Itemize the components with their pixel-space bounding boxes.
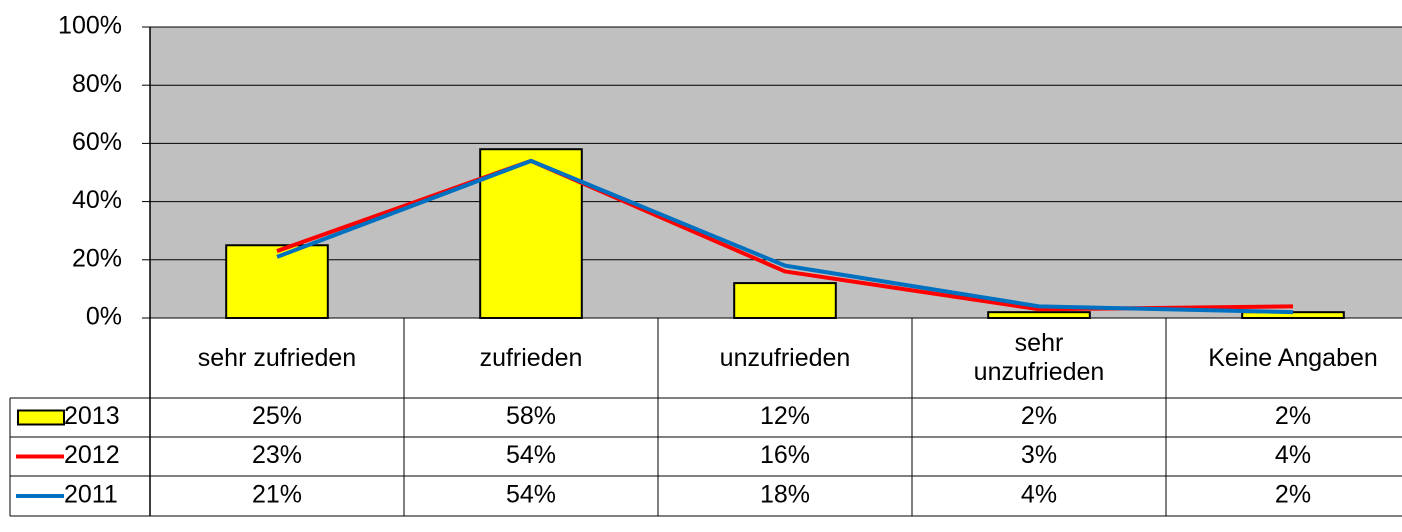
- y-tick-label: 40%: [72, 186, 122, 214]
- data-label: 16%: [760, 441, 810, 469]
- y-tick-label: 80%: [72, 70, 122, 98]
- data-label: 23%: [252, 441, 302, 469]
- category-cell: sehr unzufrieden: [912, 318, 1166, 398]
- category-cell: unzufrieden: [658, 318, 912, 398]
- data-label: 2%: [1021, 402, 1057, 430]
- x-tick-label: sehr zufrieden: [197, 343, 357, 372]
- legend-label: 2012: [64, 441, 120, 469]
- x-tick-label: zufrieden: [479, 343, 583, 372]
- plot-area: [150, 27, 1402, 318]
- y-tick-label: 0%: [86, 303, 122, 331]
- data-label: 58%: [506, 402, 556, 430]
- category-cell: Keine Angaben: [1166, 318, 1402, 398]
- category-cell: Keine Angaben: [1166, 318, 1402, 398]
- line: [276, 158, 1294, 315]
- data-label: 21%: [252, 481, 302, 509]
- data-label: 4%: [1021, 481, 1057, 509]
- x-tick-label: sehr unzufrieden: [973, 329, 1105, 386]
- data-label: 25%: [252, 402, 302, 430]
- category-cell: unzufrieden: [658, 318, 912, 398]
- bar: [733, 282, 837, 319]
- legend-label: 2011: [64, 481, 118, 509]
- data-label: 2%: [1275, 402, 1311, 430]
- data-label: 2%: [1275, 481, 1311, 509]
- category-cell: zufrieden: [404, 318, 658, 398]
- data-label: 4%: [1275, 441, 1311, 469]
- category-cell: sehr zufrieden: [150, 318, 404, 398]
- x-tick-label: Keine Angaben: [1208, 343, 1378, 372]
- x-tick-label: unzufrieden: [719, 343, 851, 372]
- y-tick-label: 60%: [72, 128, 122, 156]
- data-label: 12%: [760, 402, 810, 430]
- category-cell: sehr zufrieden: [150, 318, 404, 398]
- legend-label: 2013: [64, 402, 120, 430]
- category-cell: sehr unzufrieden: [912, 318, 1166, 398]
- data-label: 18%: [760, 481, 810, 509]
- y-tick-label: 20%: [72, 244, 122, 272]
- bar: [225, 244, 329, 319]
- data-label: 54%: [506, 441, 556, 469]
- data-label: 54%: [506, 481, 556, 509]
- legend-swatch: [17, 409, 65, 426]
- category-cell: zufrieden: [404, 318, 658, 398]
- data-label: 3%: [1021, 441, 1057, 469]
- y-tick-label: 100%: [58, 12, 122, 40]
